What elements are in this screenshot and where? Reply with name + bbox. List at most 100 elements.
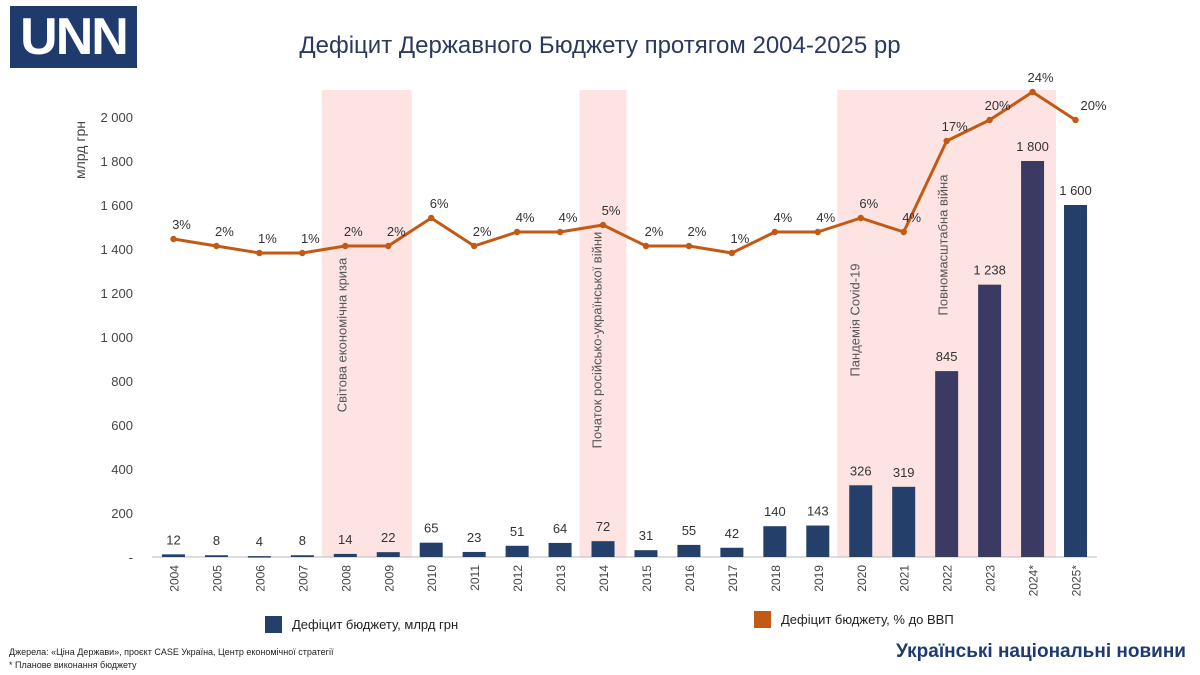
bar-value-label: 23: [467, 530, 481, 545]
bar: [763, 526, 787, 557]
bar-value-label: 326: [850, 463, 872, 478]
chart-title: Дефіцит Державного Бюджету протягом 2004…: [299, 32, 901, 59]
x-tick-label: 2016: [683, 565, 697, 592]
logo-text: UNN: [20, 8, 129, 66]
x-tick-label: 2005: [210, 565, 224, 592]
pct-label: 20%: [985, 98, 1011, 113]
bar-value-label: 8: [213, 533, 220, 548]
x-tick-label: 2012: [511, 565, 525, 592]
x-tick-label: 2017: [726, 565, 740, 592]
pct-point: [857, 214, 864, 222]
bar-value-label: 51: [510, 524, 524, 539]
annotation-label: Пандемія Covid-19: [847, 263, 862, 376]
pct-label: 6%: [430, 196, 449, 211]
bar: [290, 555, 314, 557]
pct-label: 2%: [344, 224, 363, 239]
pct-label: 5%: [602, 203, 621, 218]
bar: [204, 555, 228, 557]
brand-name: Українські національні новини: [896, 641, 1186, 662]
pct-label: 20%: [1081, 98, 1107, 113]
bar-value-label: 1 600: [1059, 183, 1092, 198]
legend-line: Дефіцит бюджету, % до ВВП: [754, 611, 954, 628]
bar-value-label: 65: [424, 521, 438, 536]
x-tick-label: 2019: [812, 565, 826, 592]
bar-value-label: 319: [893, 465, 915, 480]
bar: [376, 552, 400, 557]
bar: [161, 554, 185, 557]
pct-point: [642, 242, 650, 250]
pct-point: [814, 228, 821, 236]
x-tick-label: 2021: [898, 565, 912, 592]
x-tick-label: 2022: [941, 565, 955, 592]
x-tick-label: 2004: [167, 565, 181, 592]
pct-point: [1072, 116, 1079, 124]
pct-label: 17%: [942, 119, 968, 134]
pct-label: 4%: [773, 210, 792, 225]
pct-point: [685, 242, 693, 250]
y-tick-label: 2 000: [100, 110, 133, 125]
bar-value-label: 4: [256, 534, 263, 549]
bar: [505, 545, 529, 557]
x-tick-label: 2008: [339, 565, 353, 592]
pct-label: 4%: [816, 210, 835, 225]
bar: [720, 547, 744, 557]
legend-bars-label: Дефіцит бюджету, млрд грн: [292, 617, 459, 632]
bar: [634, 550, 658, 557]
y-tick-label: 400: [111, 462, 133, 477]
bar-value-label: 1 238: [973, 263, 1006, 278]
pct-label: 2%: [215, 224, 234, 239]
pct-label: 1%: [730, 231, 749, 246]
pct-label: 2%: [387, 224, 406, 239]
y-tick-label: 1 000: [100, 330, 133, 345]
pct-label: 6%: [859, 196, 878, 211]
annotation-label: Початок російсько-української війни: [589, 232, 604, 449]
bar: [1021, 161, 1045, 557]
y-tick-label: 1 600: [100, 198, 133, 213]
bar-value-label: 8: [299, 533, 306, 548]
bar: [806, 525, 830, 557]
pct-point: [470, 242, 478, 250]
x-tick-label: 2007: [296, 565, 310, 592]
bar-value-label: 14: [338, 532, 352, 547]
pct-label: 2%: [473, 224, 492, 239]
x-tick-label: 2024*: [1027, 565, 1041, 597]
bar: [849, 485, 873, 557]
bar: [591, 541, 615, 557]
y-tick-label: -: [129, 550, 133, 565]
pct-point: [213, 242, 220, 250]
pct-point: [556, 228, 564, 236]
bar-value-label: 845: [936, 349, 958, 364]
pct-label: 4%: [559, 210, 578, 225]
y-tick-label: 600: [111, 418, 133, 433]
bar: [548, 542, 572, 557]
pct-point: [342, 242, 349, 250]
x-tick-label: 2006: [253, 565, 267, 592]
bar: [892, 486, 916, 557]
pct-point: [986, 116, 993, 124]
y-axis-title: млрд грн: [72, 121, 88, 179]
x-tick-label: 2018: [769, 565, 783, 592]
sources-line: Джерела: «Ціна Держави», проєкт CASE Укр…: [9, 647, 334, 657]
bar: [419, 542, 443, 557]
sources-note: Джерела: «Ціна Держави», проєкт CASE Укр…: [9, 646, 333, 672]
unn-logo: UNN: [10, 6, 137, 68]
y-tick-label: 1 200: [100, 286, 133, 301]
bar: [1064, 205, 1088, 557]
annotation-label: Повномасштабна війна: [935, 174, 950, 316]
pct-label: 2%: [645, 224, 664, 239]
pct-label: 2%: [688, 224, 707, 239]
x-tick-label: 2011: [468, 565, 482, 591]
pct-point: [943, 137, 950, 145]
pct-label: 3%: [172, 217, 191, 232]
annotation-band: [837, 90, 928, 557]
bar: [247, 556, 271, 558]
bar: [978, 284, 1002, 557]
legend-bars-swatch: [265, 616, 282, 633]
bar-value-label: 64: [553, 521, 567, 536]
bar: [935, 371, 959, 557]
x-tick-label: 2014: [597, 565, 611, 592]
x-tick-label: 2009: [382, 565, 396, 592]
pct-point: [256, 249, 263, 257]
x-tick-label: 2015: [640, 565, 654, 592]
